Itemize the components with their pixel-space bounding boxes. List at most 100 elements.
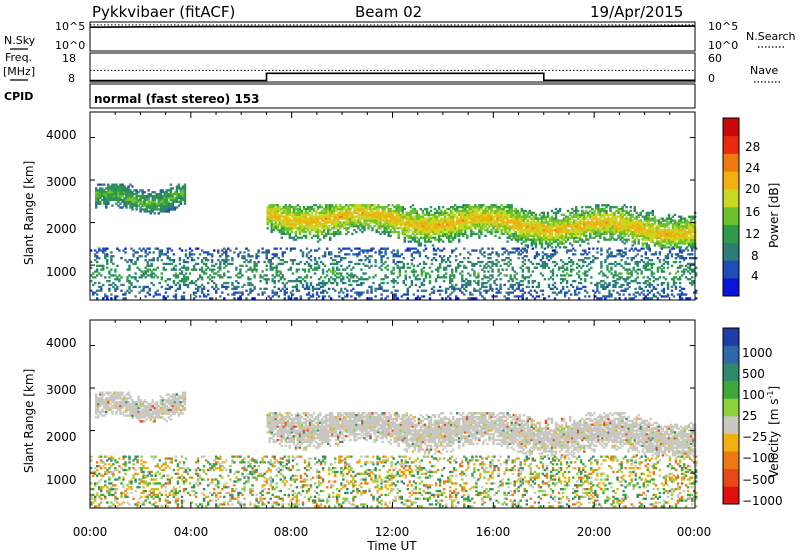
heatmap-cell <box>291 293 295 296</box>
heatmap-cell <box>504 206 507 209</box>
heatmap-cell <box>181 187 185 190</box>
heatmap-cell <box>304 213 308 216</box>
heatmap-cell <box>589 217 592 220</box>
heatmap-cell <box>581 223 584 226</box>
heatmap-cell <box>613 221 616 224</box>
heatmap-cell <box>95 200 98 203</box>
heatmap-cell <box>500 215 503 218</box>
heatmap-cell <box>105 191 108 194</box>
heatmap-cell <box>182 281 186 285</box>
heatmap-cell <box>316 225 320 228</box>
heatmap-cell <box>398 260 401 264</box>
heatmap-cell <box>385 223 388 226</box>
heatmap-cell <box>558 229 562 232</box>
heatmap-cell <box>440 249 444 252</box>
heatmap-cell <box>165 191 168 194</box>
heatmap-cell <box>524 227 527 230</box>
heatmap-cell <box>150 274 153 277</box>
heatmap-cell <box>617 211 620 214</box>
heatmap-cell <box>302 207 306 211</box>
heatmap-cell <box>657 227 661 230</box>
heatmap-cell <box>320 219 324 222</box>
heatmap-cell <box>575 207 578 211</box>
heatmap-cell <box>494 204 497 207</box>
heatmap-cell <box>149 206 152 209</box>
heatmap-cell <box>403 215 406 218</box>
heatmap-cell <box>546 238 550 241</box>
heatmap-cell <box>310 207 314 211</box>
heatmap-cell <box>466 204 469 207</box>
heatmap-cell <box>219 255 222 258</box>
heatmap-cell <box>430 262 434 266</box>
heatmap-cell <box>101 183 104 186</box>
heatmap-cell <box>253 297 256 300</box>
heatmap-cell <box>349 223 352 226</box>
heatmap-cell <box>482 213 485 216</box>
heatmap-cell <box>441 225 445 228</box>
heatmap-cell <box>365 207 368 211</box>
heatmap-cell <box>623 229 626 232</box>
heatmap-cell <box>625 215 628 218</box>
heatmap-cell <box>241 293 244 296</box>
heatmap-cell <box>437 225 441 228</box>
heatmap-cell <box>478 225 481 228</box>
heatmap-cell <box>341 211 344 214</box>
heatmap-cell <box>509 251 512 254</box>
heatmap-cell <box>416 249 420 252</box>
heatmap-cell <box>409 236 412 239</box>
heatmap-cell <box>571 211 574 214</box>
heatmap-cell <box>683 225 687 228</box>
heatmap-cell <box>174 297 178 300</box>
heatmap-cell <box>562 234 566 237</box>
heatmap-cell <box>526 213 529 216</box>
heatmap-cell <box>397 232 400 236</box>
heatmap-cell <box>601 232 604 236</box>
heatmap-cell <box>194 287 198 290</box>
heatmap-cell <box>271 266 274 269</box>
heatmap-cell <box>389 213 392 216</box>
heatmap-cell <box>528 227 531 230</box>
heatmap-cell <box>456 206 459 209</box>
heatmap-cell <box>327 215 330 218</box>
heatmap-cell <box>141 204 144 207</box>
heatmap-cell <box>356 283 359 287</box>
heatmap-cell <box>429 217 433 220</box>
heatmap-cell <box>296 221 300 224</box>
heatmap-cell <box>409 217 412 220</box>
heatmap-cell <box>373 213 376 216</box>
heatmap-cell <box>685 246 689 249</box>
heatmap-cell <box>359 204 362 207</box>
heatmap-cell <box>585 215 588 218</box>
heatmap-cell <box>152 268 155 271</box>
heatmap-cell <box>265 253 268 256</box>
heatmap-cell <box>96 260 99 264</box>
heatmap-cell <box>305 255 309 258</box>
heatmap-cell <box>405 227 408 230</box>
heatmap-cell <box>348 253 351 256</box>
heatmap-cell <box>288 219 291 222</box>
heatmap-cell <box>141 196 144 200</box>
heatmap-cell <box>327 232 330 236</box>
heatmap-cell <box>665 221 669 224</box>
heatmap-cell <box>134 295 137 298</box>
heatmap-cell <box>172 274 176 277</box>
heatmap-cell <box>274 211 277 214</box>
heatmap-cell <box>589 221 592 224</box>
heatmap-cell <box>251 270 254 273</box>
heatmap-cell <box>298 232 302 236</box>
heatmap-cell <box>410 255 414 258</box>
heatmap-cell <box>95 196 98 200</box>
heatmap-cell <box>436 266 440 269</box>
heatmap-cell <box>123 185 126 188</box>
heatmap-cell <box>277 262 280 266</box>
heatmap-cell <box>562 236 566 239</box>
heatmap-cell <box>472 230 475 234</box>
heatmap-cell <box>643 215 646 218</box>
heatmap-cell <box>152 257 155 260</box>
heatmap-cell <box>470 209 473 213</box>
heatmap-cell <box>619 229 622 232</box>
heatmap-cell <box>520 223 523 226</box>
heatmap-cell <box>491 262 494 266</box>
heatmap-cell <box>490 204 493 207</box>
heatmap-cell <box>379 217 382 220</box>
